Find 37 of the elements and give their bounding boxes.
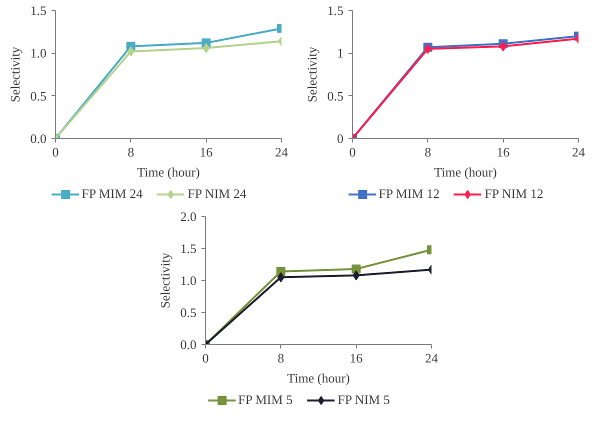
y-tick-label: 1.5 [30,3,46,18]
x-tick-label: 8 [128,144,134,160]
x-tick-label: 16 [200,144,214,160]
legend-label: FP MIM 24 [82,186,143,202]
y-tick-label: 0 [337,131,344,146]
legend-label: FP NIM 12 [484,186,544,202]
y-tick-label: 2.0 [180,209,196,224]
y-tick-label: 1.0 [30,46,46,61]
y-tick-label: 0.5 [30,88,46,104]
x-tick-label: 8 [424,144,432,160]
y-axis-title: Selectivity [7,46,22,102]
x-tick-label: 24 [275,144,288,160]
y-tick-label: 0.5 [180,305,196,320]
y-tick-label: 0.5 [327,88,344,104]
x-tick-label: 0 [202,350,209,366]
x-tick-label: 24 [572,144,586,160]
y-tick-label: 1.0 [180,273,196,288]
y-tick-label: 1.5 [327,3,344,18]
x-axis-title: Time (hour) [434,164,497,180]
legend-label: FP NIM 5 [338,392,390,408]
y-axis-title: Selectivity [157,252,172,308]
x-tick-label: 8 [278,350,284,366]
y-tick-label: 0.0 [180,337,196,352]
x-tick-label: 0 [52,144,59,160]
x-axis-title: Time (hour) [287,370,350,386]
y-axis-title: Selectivity [304,46,320,102]
legend-label: FP MIM 12 [378,186,440,202]
x-tick-label: 0 [349,144,356,160]
legend-label: FP NIM 24 [188,186,246,202]
x-tick-label: 16 [496,144,510,160]
y-tick-label: 1 [337,46,344,61]
y-tick-label: 1.5 [180,241,196,256]
x-tick-label: 24 [425,350,438,366]
x-tick-label: 16 [350,350,364,366]
legend-label: FP MIM 5 [238,392,293,408]
y-tick-label: 0.0 [30,131,46,146]
x-axis-title: Time (hour) [137,164,200,180]
